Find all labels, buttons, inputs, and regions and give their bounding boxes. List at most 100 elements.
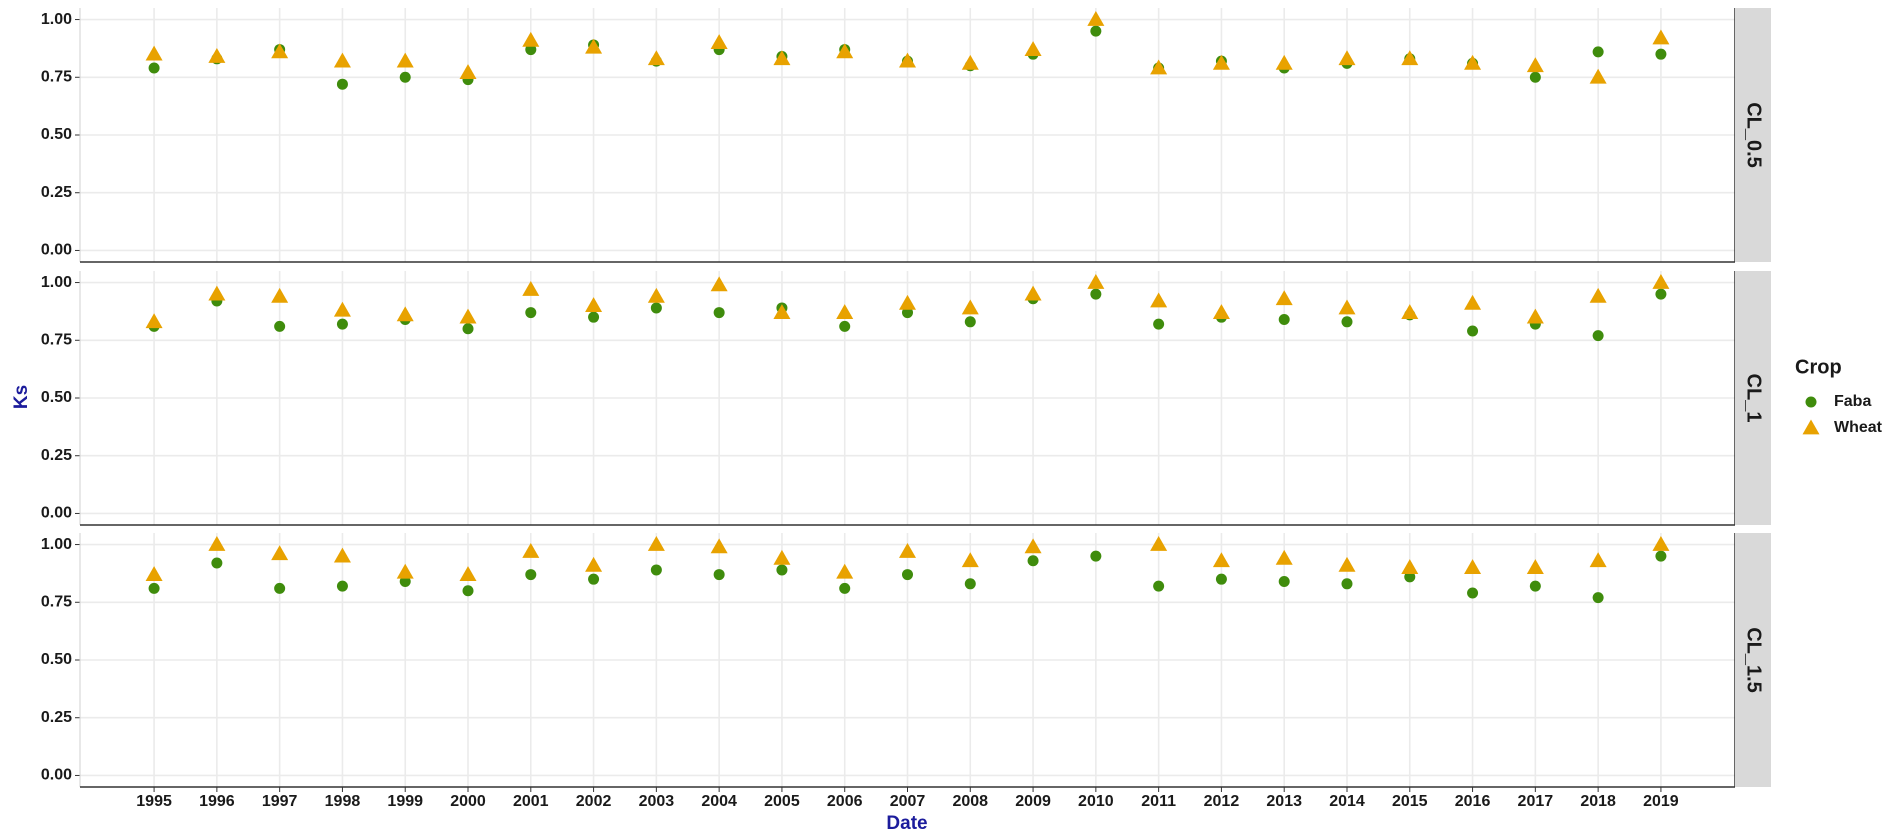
point	[522, 280, 540, 296]
point	[1090, 25, 1102, 37]
point	[961, 552, 979, 568]
point	[588, 311, 600, 323]
y-tick-label: 0.00	[41, 505, 72, 522]
y-tick-label: 0.75	[41, 593, 72, 610]
y-tick-label: 0.00	[41, 242, 72, 259]
x-tick-label: 2014	[1329, 793, 1365, 810]
point	[647, 50, 665, 66]
point	[1090, 550, 1102, 562]
y-tick-label: 0.00	[41, 767, 72, 784]
x-tick-label: 2000	[450, 793, 486, 810]
point	[1212, 54, 1230, 70]
point	[1592, 330, 1604, 342]
point	[647, 536, 665, 551]
point	[399, 71, 411, 83]
y-tick-label: 0.50	[41, 651, 72, 668]
point	[1024, 285, 1042, 301]
point	[211, 557, 223, 569]
point	[961, 54, 979, 70]
x-tick-label: 2010	[1078, 793, 1114, 810]
point	[836, 43, 854, 59]
legend-label: Wheat	[1834, 419, 1883, 436]
point	[1529, 71, 1541, 83]
point	[271, 545, 289, 561]
point	[525, 569, 537, 581]
point	[588, 573, 600, 585]
point	[1153, 580, 1165, 592]
point	[773, 549, 791, 565]
point	[1027, 555, 1039, 567]
point	[1592, 592, 1604, 604]
point	[1592, 46, 1604, 58]
point	[899, 294, 916, 310]
point	[1215, 573, 1227, 585]
point	[336, 580, 348, 592]
y-tick-label: 1.00	[41, 536, 72, 553]
point	[1464, 294, 1482, 310]
point	[462, 585, 474, 597]
point	[336, 78, 348, 90]
point	[459, 566, 477, 581]
point	[1467, 587, 1479, 599]
point	[148, 62, 160, 74]
point	[1526, 308, 1544, 324]
point	[1275, 54, 1293, 70]
point	[585, 297, 603, 313]
x-tick-label: 1999	[387, 793, 423, 810]
point	[525, 307, 537, 319]
point	[1275, 549, 1293, 565]
point	[1401, 304, 1419, 319]
point	[148, 582, 160, 594]
point	[713, 569, 725, 581]
point	[839, 320, 851, 332]
point	[647, 287, 665, 303]
point	[274, 582, 286, 594]
point	[462, 323, 474, 335]
point	[336, 318, 348, 330]
point	[1212, 304, 1230, 319]
x-tick-label: 1997	[262, 793, 298, 810]
x-tick-label: 1996	[199, 793, 235, 810]
x-tick-label: 2004	[701, 793, 737, 810]
point	[710, 276, 728, 292]
y-tick-label: 0.25	[41, 447, 72, 464]
strip	[1735, 8, 1771, 262]
point	[459, 64, 477, 80]
point	[333, 547, 351, 563]
point	[1526, 559, 1544, 575]
point	[271, 287, 289, 303]
point	[274, 320, 286, 332]
point	[1087, 274, 1105, 289]
strip	[1735, 271, 1771, 525]
point	[1401, 559, 1419, 575]
point	[839, 582, 851, 594]
point	[1589, 287, 1607, 303]
strip-label: CL_1.5	[1743, 627, 1765, 693]
y-tick-label: 1.00	[41, 274, 72, 291]
x-tick-label: 2015	[1392, 793, 1428, 810]
point	[1464, 559, 1482, 575]
point	[1150, 59, 1168, 75]
point	[899, 52, 916, 68]
point	[1087, 11, 1105, 26]
x-tick-label: 1998	[325, 793, 361, 810]
legend-title: Crop	[1795, 356, 1842, 378]
point	[271, 43, 289, 59]
y-tick-label: 1.00	[41, 11, 72, 28]
point	[1652, 29, 1670, 45]
point	[585, 38, 603, 54]
point	[459, 308, 477, 324]
point	[1338, 556, 1356, 572]
x-tick-label: 2013	[1266, 793, 1302, 810]
x-tick-label: 2016	[1455, 793, 1491, 810]
y-tick-label: 0.25	[41, 184, 72, 201]
legend-marker	[1805, 396, 1817, 408]
x-axis-title: Date	[886, 813, 927, 833]
x-tick-label: 2018	[1580, 793, 1616, 810]
point	[836, 563, 854, 579]
strip-label: CL_1	[1743, 374, 1765, 423]
x-tick-label: 2012	[1204, 793, 1240, 810]
y-tick-label: 0.50	[41, 389, 72, 406]
point	[333, 52, 351, 68]
